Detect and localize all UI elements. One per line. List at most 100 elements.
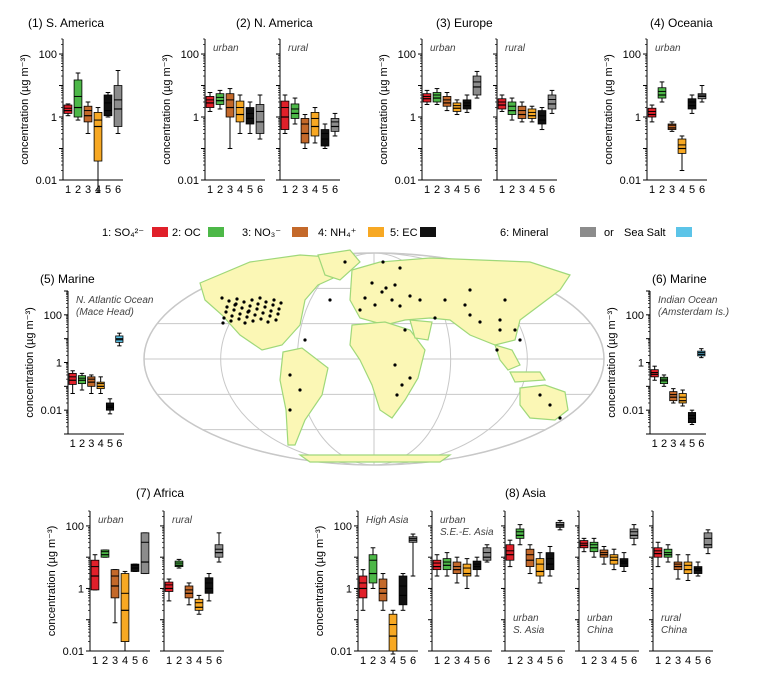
panel-title: (4) Oceania	[650, 16, 713, 30]
x-tick-label: 3	[454, 655, 460, 667]
site-marker	[277, 307, 281, 311]
x-tick-label: 6	[115, 184, 121, 196]
legend-swatch	[368, 227, 384, 237]
panel-subtitle: (Mace Head)	[76, 307, 134, 318]
x-tick-label: 2	[509, 184, 515, 196]
box-ec	[320, 123, 330, 150]
site-marker	[276, 312, 280, 316]
box-mineral	[214, 532, 224, 563]
legend-label: 3: NO₃⁻	[242, 227, 281, 239]
x-tick-label: 2	[659, 184, 665, 196]
box-no3	[452, 556, 462, 584]
legend-label: 4: NH₄⁺	[318, 227, 357, 239]
site-marker	[370, 281, 374, 285]
x-tick-label: 6	[557, 655, 563, 667]
box-ec	[462, 94, 472, 113]
x-tick-label: 5	[322, 184, 328, 196]
box-body	[245, 107, 255, 125]
box-body	[599, 549, 609, 558]
x-tick-label: 4	[679, 184, 685, 196]
x-tick-label: 1	[166, 655, 172, 667]
x-tick-label: 5	[105, 184, 111, 196]
box-body	[368, 554, 378, 584]
panel-subtitle: urban	[655, 43, 681, 54]
site-marker	[259, 317, 263, 321]
y-tick-label: 100	[334, 521, 352, 533]
box-body	[164, 581, 174, 592]
x-tick-label: 2	[591, 655, 597, 667]
map-land-antarctica	[298, 454, 452, 463]
box-body	[673, 561, 683, 571]
x-tick-label: 6	[698, 438, 704, 450]
site-marker	[279, 301, 283, 305]
box-body	[669, 391, 678, 402]
box-oc	[73, 72, 83, 121]
box-body	[96, 381, 105, 390]
map-land-south-america	[279, 347, 329, 446]
box-ec	[472, 556, 482, 577]
y-tick-label: 100	[181, 49, 199, 61]
box-mineral	[255, 94, 265, 140]
legend-swatch	[208, 227, 224, 237]
x-tick-label: 5	[547, 655, 553, 667]
site-marker	[263, 305, 267, 309]
panel-title: (7) Africa	[136, 486, 184, 500]
site-marker	[408, 376, 412, 380]
x-tick-label: 1	[207, 184, 213, 196]
box-ec	[537, 107, 547, 131]
box-mineral	[113, 69, 123, 134]
box-body	[517, 105, 527, 119]
y-tick-label: 100	[623, 49, 641, 61]
y-tick-label: 100	[66, 521, 84, 533]
y-tick-label: 1	[410, 112, 416, 124]
x-tick-label: 4	[196, 655, 202, 667]
site-marker	[463, 303, 467, 307]
x-tick-label: 4	[464, 655, 470, 667]
box-ec	[693, 561, 703, 577]
box-so4	[505, 539, 515, 568]
panel-title: (1) S. America	[28, 16, 104, 30]
box-body	[432, 559, 442, 571]
box-body	[497, 98, 507, 110]
y-axis-label: concentration (µg m⁻³)	[46, 526, 58, 637]
box-body	[452, 561, 462, 574]
box-body	[535, 558, 545, 577]
box-body	[462, 99, 472, 110]
site-marker	[274, 318, 278, 322]
x-tick-label: 3	[112, 655, 118, 667]
box-body	[442, 96, 452, 107]
x-tick-label: 3	[670, 438, 676, 450]
x-tick-label: 3	[380, 655, 386, 667]
box-ec	[398, 573, 408, 611]
box-no3	[87, 374, 96, 395]
x-tick-label: 1	[434, 655, 440, 667]
x-tick-label: 5	[464, 184, 470, 196]
box-body	[589, 541, 599, 553]
box-mineral	[697, 85, 707, 103]
y-tick-label: 1	[193, 112, 199, 124]
box-no3	[110, 569, 120, 624]
map-land-australia	[519, 384, 569, 421]
x-tick-label: 2	[79, 438, 85, 450]
panel-subtitle: S. Asia	[513, 625, 545, 636]
box-mineral	[330, 112, 340, 137]
legend-swatch	[152, 227, 168, 237]
map-land-indonesia	[509, 371, 547, 383]
x-tick-label: 3	[227, 184, 233, 196]
site-marker	[230, 314, 234, 318]
panel-subtitle: China	[661, 625, 688, 636]
site-marker	[468, 288, 472, 292]
x-tick-label: 4	[312, 184, 318, 196]
box-body	[547, 94, 557, 110]
legend-swatch	[420, 227, 436, 237]
panel-subtitle: rural	[288, 43, 309, 54]
x-tick-label: 4	[537, 655, 543, 667]
site-marker	[238, 312, 242, 316]
legend-label: 6: Mineral	[500, 227, 548, 239]
box-body	[280, 100, 290, 130]
x-tick-label: 6	[699, 184, 705, 196]
map-land-arabia	[409, 319, 433, 341]
